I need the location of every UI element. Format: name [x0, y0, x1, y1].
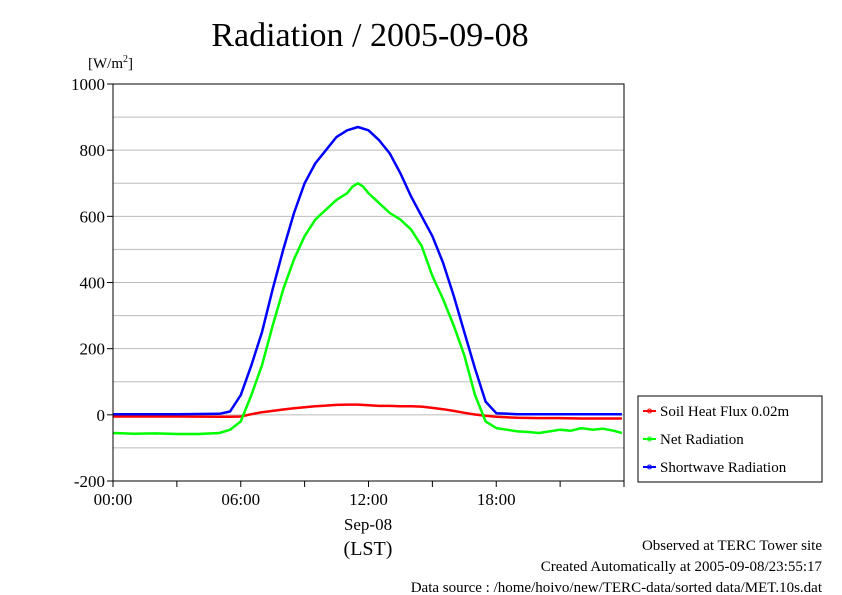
x-tick-label: 00:00	[94, 490, 133, 509]
y-tick-label: 400	[80, 274, 106, 293]
y-tick-label: -200	[74, 472, 105, 491]
x-axis-zone-label: (LST)	[344, 538, 393, 560]
x-tick-label: 12:00	[349, 490, 388, 509]
footer-created: Created Automatically at 2005-09-08/23:5…	[541, 559, 823, 575]
legend-marker	[647, 436, 652, 442]
y-tick-label: 1000	[71, 75, 105, 94]
y-tick-label: 800	[80, 141, 106, 160]
y-tick-label: 600	[80, 207, 106, 226]
legend-marker	[647, 464, 652, 470]
y-tick-label: 200	[80, 340, 106, 359]
legend-box	[637, 395, 823, 483]
y-tick-label: 0	[97, 406, 106, 425]
series-line-net-radiation	[112, 182, 623, 436]
x-tick-label: 18:00	[477, 490, 516, 509]
chart-title: Radiation / 2005-09-08	[211, 17, 528, 54]
x-axis-date-label: Sep-08	[344, 515, 392, 534]
footer-observed: Observed at TERC Tower site	[642, 538, 822, 554]
series-line-soil-heat-flux-0-02m	[113, 403, 622, 420]
grid-lines	[113, 116, 624, 449]
legend: Soil Heat Flux 0.02m Net Radiation Shortwa…	[637, 395, 823, 483]
y-axis-unit-label: [W/m2]	[88, 54, 133, 72]
series-line-shortwave-radiation	[113, 125, 622, 416]
legend-label: Net Radiation	[660, 432, 744, 448]
legend-label: Shortwave Radiation	[660, 460, 787, 476]
series-layer	[112, 125, 623, 436]
footer-source: Data source : /home/hoivo/new/TERC-data/…	[411, 580, 823, 595]
x-tick-label: 06:00	[221, 490, 260, 509]
legend-label: Soil Heat Flux 0.02m	[660, 404, 790, 420]
legend-marker	[647, 408, 652, 414]
axis-ticks: -200 0 200 400 600 800 1000 00:00 06:00 12:00 18:0…	[71, 75, 625, 509]
